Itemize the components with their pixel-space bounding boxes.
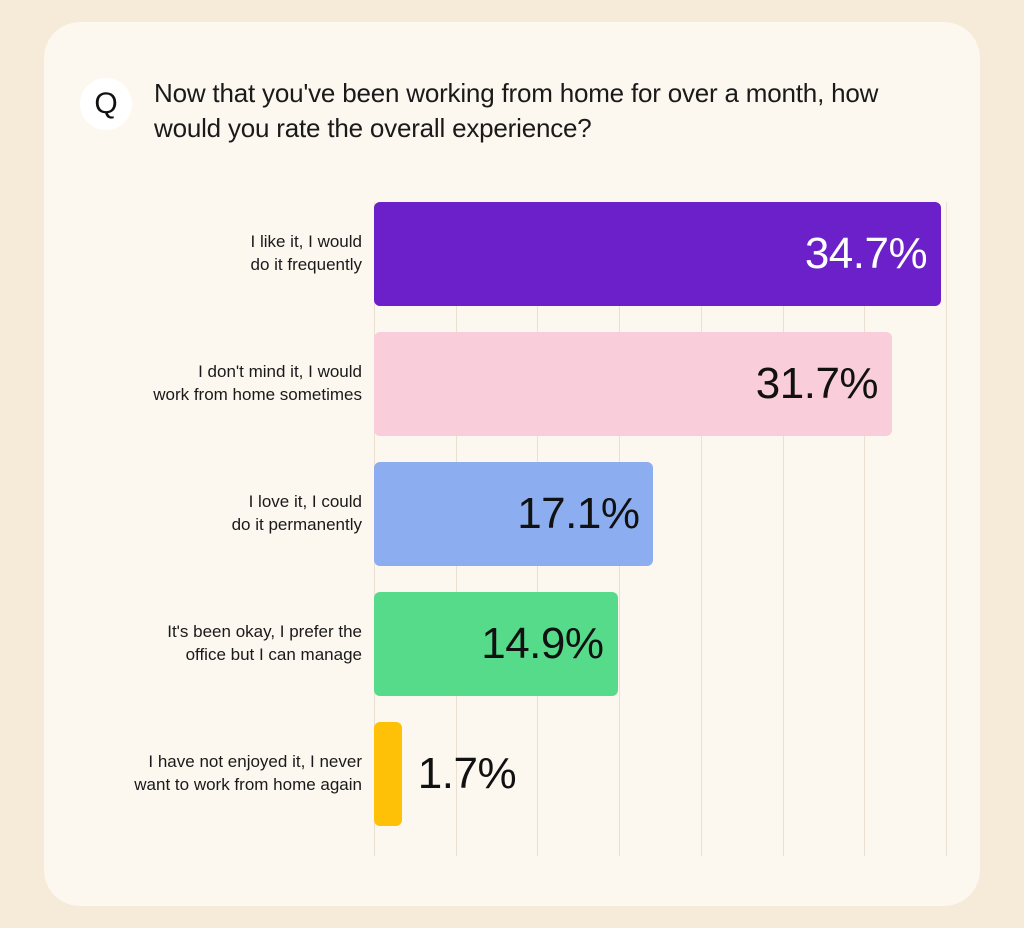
chart-gridline <box>946 202 947 856</box>
bar-value: 17.1% <box>517 489 639 539</box>
chart-row: I have not enjoyed it, I never want to w… <box>104 722 946 826</box>
bar-track: 17.1% <box>374 462 946 566</box>
survey-card: Q Now that you've been working from home… <box>44 22 980 906</box>
bar-chart: I like it, I would do it frequently 34.7%… <box>104 202 946 856</box>
chart-row: I don't mind it, I would work from home … <box>104 332 946 436</box>
bar-track: 1.7% <box>374 722 946 826</box>
bar-track: 14.9% <box>374 592 946 696</box>
bar-value: 14.9% <box>481 619 603 669</box>
chart-row: I like it, I would do it frequently 34.7% <box>104 202 946 306</box>
chart-row: It's been okay, I prefer the office but … <box>104 592 946 696</box>
question-badge-icon: Q <box>80 78 132 130</box>
bar-value: 31.7% <box>756 359 878 409</box>
bar-fill <box>374 722 402 826</box>
bar-label: I like it, I would do it frequently <box>104 231 362 277</box>
bar-label: It's been okay, I prefer the office but … <box>104 621 362 667</box>
bar-track: 34.7% <box>374 202 946 306</box>
bar-label: I have not enjoyed it, I never want to w… <box>104 751 362 797</box>
chart-row: I love it, I could do it permanently 17.1… <box>104 462 946 566</box>
bar-track: 31.7% <box>374 332 946 436</box>
bar-value: 1.7% <box>418 749 516 799</box>
bar-label: I don't mind it, I would work from home … <box>104 361 362 407</box>
bar-value: 34.7% <box>805 229 927 279</box>
bar-label: I love it, I could do it permanently <box>104 491 362 537</box>
question-header: Q Now that you've been working from home… <box>80 76 940 146</box>
question-text: Now that you've been working from home f… <box>154 76 940 146</box>
